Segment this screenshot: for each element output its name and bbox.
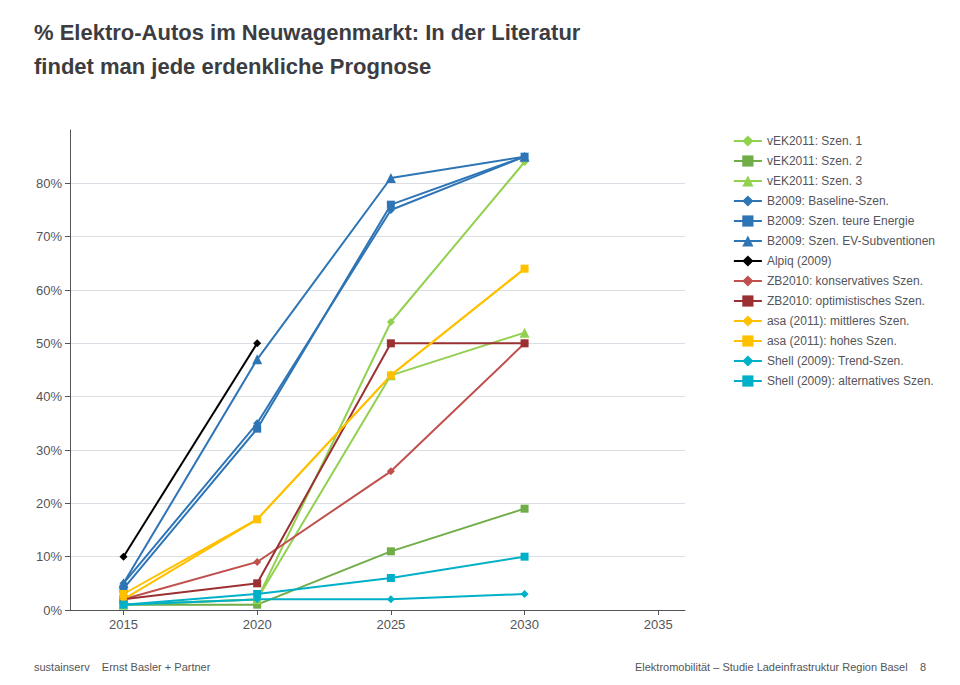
svg-text:vEK2011: Szen. 2: vEK2011: Szen. 2 <box>767 154 863 168</box>
svg-text:B2009: Szen. teure Energie: B2009: Szen. teure Energie <box>767 214 915 228</box>
svg-text:Shell (2009): Trend-Szen.: Shell (2009): Trend-Szen. <box>767 354 904 368</box>
svg-text:sustainserv Ernst Basler +: sustainserv Ernst Basler + Partner <box>34 661 211 673</box>
svg-text:ZB2010: konservatives Szen.: ZB2010: konservatives Szen. <box>767 274 923 288</box>
svg-text:60%: 60% <box>36 283 62 298</box>
svg-text:B2009: Szen. EV-Subventionen: B2009: Szen. EV-Subventionen <box>767 234 935 248</box>
svg-text:30%: 30% <box>36 443 62 458</box>
svg-text:2025: 2025 <box>376 617 405 632</box>
svg-text:% Elektro-Autos im Neuwagenmar: % Elektro-Autos im Neuwagenmarkt: In der… <box>34 20 581 45</box>
svg-text:2020: 2020 <box>243 617 272 632</box>
svg-text:B2009: Baseline-Szen.: B2009: Baseline-Szen. <box>767 194 889 208</box>
svg-text:vEK2011: Szen. 1: vEK2011: Szen. 1 <box>767 134 863 148</box>
svg-text:vEK2011: Szen. 3: vEK2011: Szen. 3 <box>767 174 863 188</box>
svg-text:0%: 0% <box>43 603 62 618</box>
svg-text:40%: 40% <box>36 389 62 404</box>
svg-text:10%: 10% <box>36 549 62 564</box>
svg-text:Elektromobilität – Studie Lade: Elektromobilität – Studie Ladeinfrastruk… <box>635 661 926 673</box>
svg-text:80%: 80% <box>36 176 62 191</box>
svg-text:asa (2011): hohes Szen.: asa (2011): hohes Szen. <box>767 334 897 348</box>
svg-text:ZB2010: optimistisches Szen.: ZB2010: optimistisches Szen. <box>767 294 925 308</box>
svg-text:Alpiq (2009): Alpiq (2009) <box>767 254 832 268</box>
svg-text:50%: 50% <box>36 336 62 351</box>
svg-text:2015: 2015 <box>109 617 138 632</box>
svg-text:findet man jede erdenkliche Pr: findet man jede erdenkliche Prognose <box>34 54 431 79</box>
svg-text:20%: 20% <box>36 496 62 511</box>
svg-text:2030: 2030 <box>510 617 539 632</box>
svg-text:Shell (2009): alternatives Sze: Shell (2009): alternatives Szen. <box>767 374 934 388</box>
svg-text:70%: 70% <box>36 229 62 244</box>
svg-text:asa (2011): mittleres Szen.: asa (2011): mittleres Szen. <box>767 314 910 328</box>
svg-text:2035: 2035 <box>644 617 673 632</box>
